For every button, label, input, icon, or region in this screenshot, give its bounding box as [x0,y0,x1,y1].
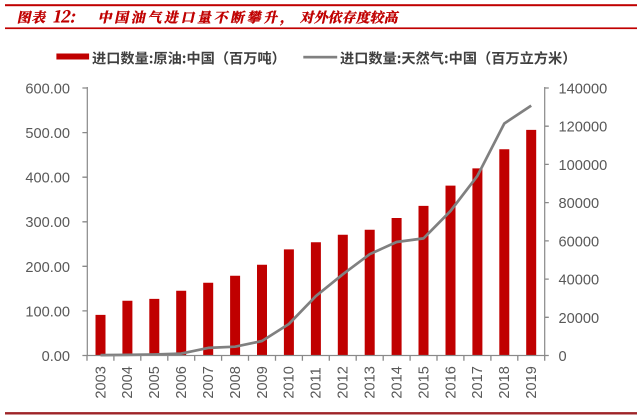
svg-text:600.00: 600.00 [25,82,70,98]
svg-text:100.00: 100.00 [25,304,70,320]
svg-text:20000: 20000 [559,311,600,327]
svg-text:80000: 80000 [559,196,600,212]
svg-text:120000: 120000 [559,120,608,136]
svg-text:500.00: 500.00 [25,126,70,142]
svg-text:2018: 2018 [497,366,513,398]
svg-text:2007: 2007 [201,366,217,398]
svg-text:2005: 2005 [147,366,163,398]
svg-text:2013: 2013 [363,366,379,398]
svg-text:2010: 2010 [282,366,298,398]
svg-text:2004: 2004 [120,366,136,398]
svg-text:100000: 100000 [559,158,608,174]
svg-text:400.00: 400.00 [25,171,70,187]
svg-text:200.00: 200.00 [25,260,70,276]
svg-text:0: 0 [559,349,567,365]
svg-text:2003: 2003 [93,366,109,398]
svg-text:2017: 2017 [470,366,486,398]
svg-text:0.00: 0.00 [42,349,70,365]
svg-text:2012: 2012 [336,366,352,398]
svg-text:2016: 2016 [443,366,459,398]
svg-text:40000: 40000 [559,273,600,289]
svg-text:140000: 140000 [559,82,608,98]
svg-text:2015: 2015 [416,366,432,398]
svg-text:2011: 2011 [309,367,325,398]
svg-text:2006: 2006 [174,366,190,398]
svg-text:300.00: 300.00 [25,215,70,231]
svg-text:60000: 60000 [559,234,600,250]
svg-text:2019: 2019 [524,366,540,398]
svg-text:2014: 2014 [389,366,405,398]
svg-text:2008: 2008 [228,366,244,398]
svg-text:2009: 2009 [255,366,271,398]
